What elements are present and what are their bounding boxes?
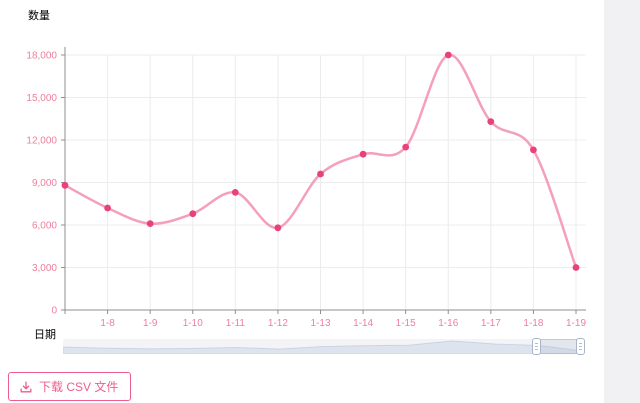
svg-text:3,000: 3,000 <box>32 263 57 274</box>
svg-text:0: 0 <box>51 306 57 317</box>
svg-text:1-10: 1-10 <box>183 318 203 329</box>
svg-text:1-16: 1-16 <box>438 318 458 329</box>
datazoom-right-handle[interactable] <box>575 338 585 355</box>
download-icon <box>19 380 33 394</box>
datazoom-left-handle[interactable] <box>532 338 542 355</box>
svg-text:1-12: 1-12 <box>268 318 288 329</box>
svg-text:1-19: 1-19 <box>566 318 586 329</box>
download-csv-button[interactable]: 下载 CSV 文件 <box>8 372 132 401</box>
svg-text:1-14: 1-14 <box>353 318 373 329</box>
svg-text:12,000: 12,000 <box>26 136 57 147</box>
line-chart-svg: 0 3,000 6,000 9,000 12,000 15,000 18,000 1-8 1-9… <box>26 47 586 329</box>
datazoom-preview <box>63 340 582 354</box>
datazoom-slider[interactable] <box>63 338 585 355</box>
datazoom-window[interactable] <box>532 338 585 355</box>
svg-text:15,000: 15,000 <box>26 93 57 104</box>
x-axis-title: 日期 <box>34 329 56 341</box>
svg-text:9,000: 9,000 <box>32 178 57 189</box>
y-axis-title: 数量 <box>28 10 50 22</box>
svg-text:6,000: 6,000 <box>32 221 57 232</box>
svg-text:1-18: 1-18 <box>523 318 543 329</box>
page-right-margin <box>604 0 640 403</box>
svg-text:1-17: 1-17 <box>481 318 501 329</box>
svg-text:1-9: 1-9 <box>143 318 158 329</box>
svg-text:1-8: 1-8 <box>100 318 115 329</box>
svg-text:1-15: 1-15 <box>396 318 416 329</box>
download-label: 下载 CSV 文件 <box>39 380 119 394</box>
svg-text:1-11: 1-11 <box>226 318 246 329</box>
svg-text:18,000: 18,000 <box>26 51 57 62</box>
svg-text:1-13: 1-13 <box>310 318 330 329</box>
